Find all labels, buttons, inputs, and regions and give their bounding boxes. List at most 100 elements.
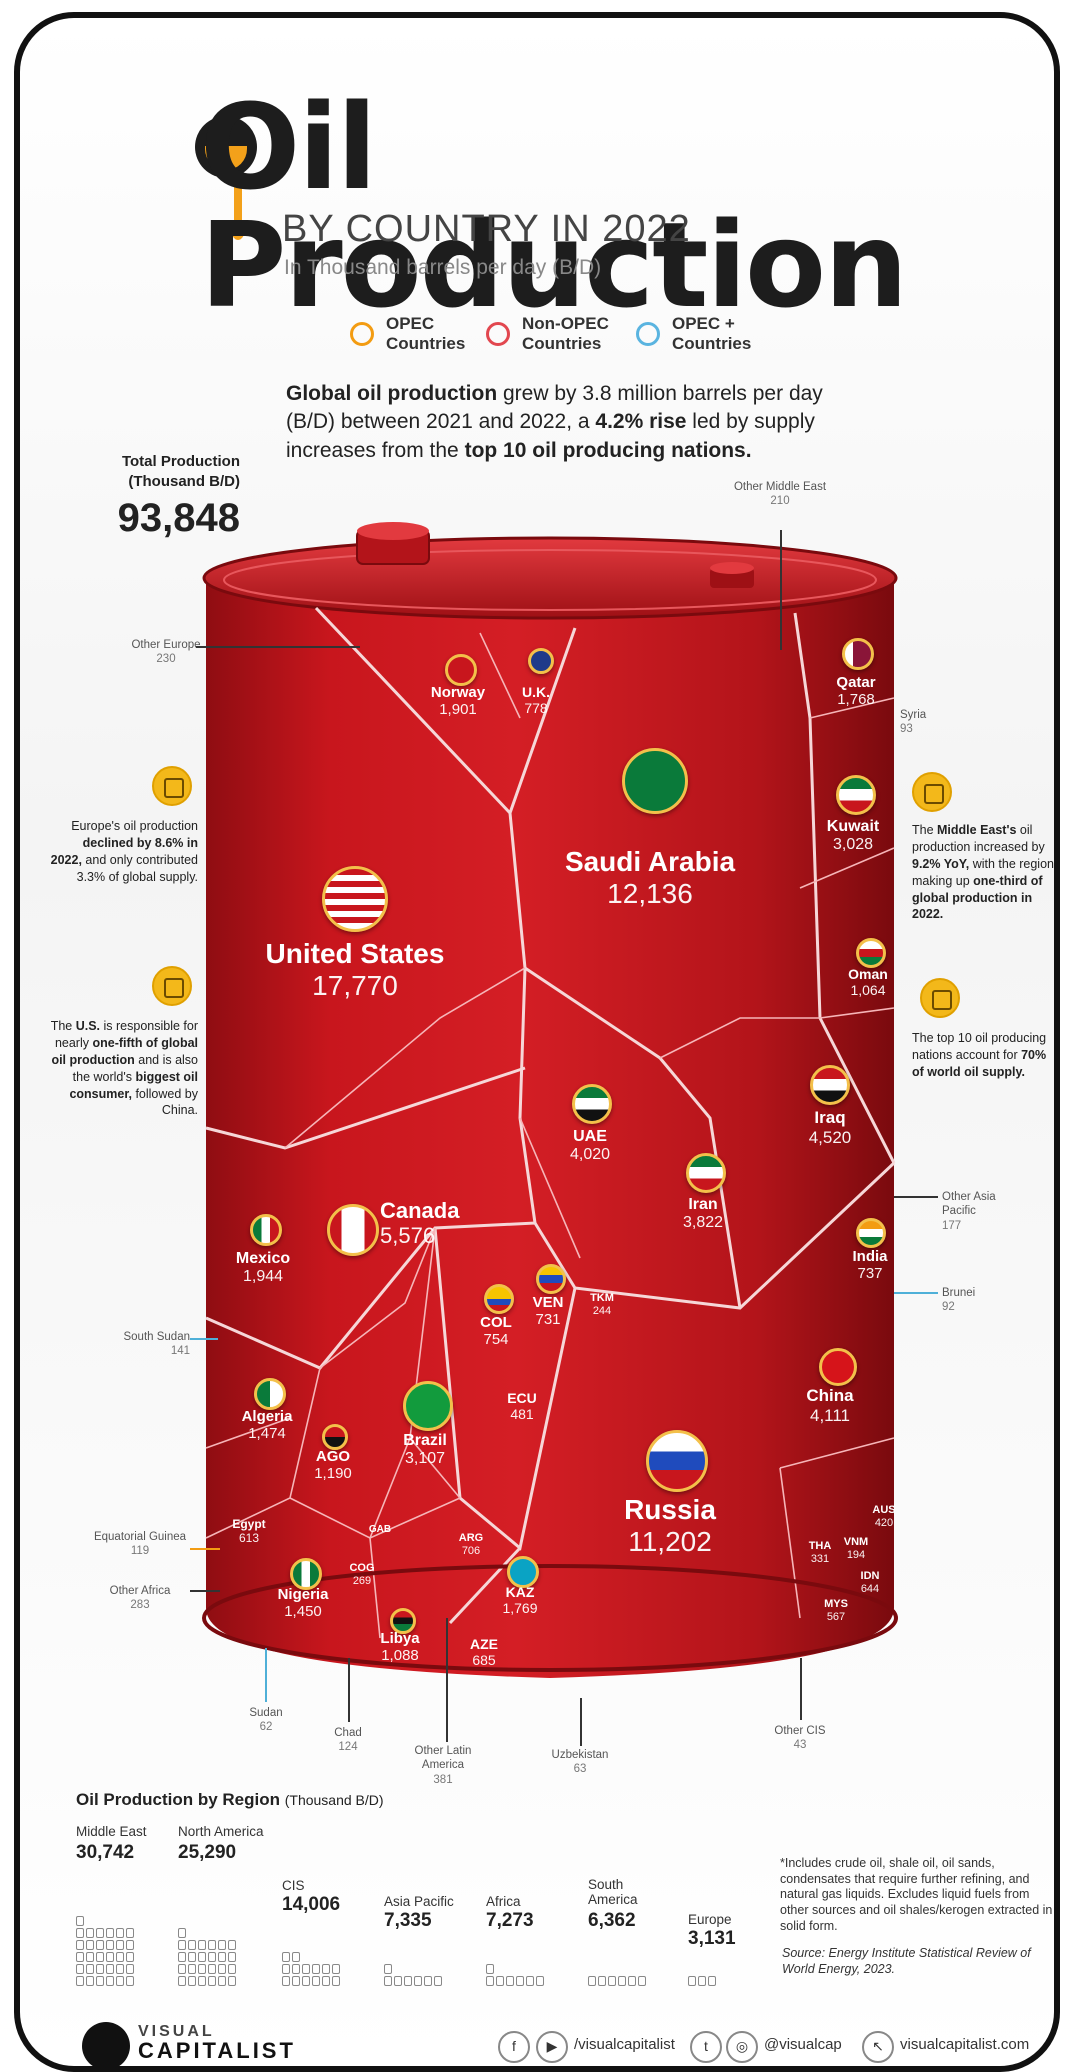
country-label-canada: Canada 5,576 [380, 1198, 460, 1249]
barrel-block [178, 1928, 186, 1938]
barrel-cap-top [357, 522, 429, 540]
opec-plus-ring-icon [636, 322, 660, 347]
canada-flag-icon [327, 1204, 379, 1256]
leader-line [446, 1618, 448, 1742]
barrel-block [208, 1952, 216, 1962]
country-label-iraq: Iraq 4,520 [808, 1108, 852, 1147]
barrel-block [228, 1964, 236, 1974]
youtube-icon[interactable]: ▶ [536, 2031, 568, 2063]
barrel-block [178, 1964, 186, 1974]
barrel-block [86, 1964, 94, 1974]
barrel-block [414, 1976, 422, 1986]
country-label-tkm: TKM 244 [590, 1292, 614, 1317]
minor-border [799, 847, 895, 889]
barrel-block [332, 1976, 340, 1986]
total-production-value: 93,848 [117, 496, 240, 540]
barrel-block [292, 1952, 300, 1962]
region-name-cis: CIS [282, 1878, 305, 1893]
label-syria: Syria 93 [900, 709, 927, 736]
oil-drop-icon [195, 116, 257, 178]
country-label-nigeria: Nigeria 1,450 [277, 1586, 329, 1621]
facebook-icon[interactable]: f [498, 2031, 530, 2063]
minor-border [369, 1437, 411, 1539]
leader-line [190, 1590, 220, 1592]
country-label-idn: IDN 644 [860, 1570, 880, 1595]
barrel-block [96, 1976, 104, 1986]
handle-visualcap[interactable]: @visualcap [764, 2036, 842, 2053]
handle-visualcapitalist[interactable]: /visualcapitalist [574, 2036, 675, 2053]
barrel-block [688, 1976, 696, 1986]
barrel-block [292, 1964, 300, 1974]
barrel-block [698, 1976, 706, 1986]
barrel-block [178, 1952, 186, 1962]
brand: VISUAL CAPITALIST [138, 2023, 296, 2063]
instagram-icon[interactable]: ◎ [726, 2031, 758, 2063]
country-label-egypt: Egypt 613 [232, 1517, 266, 1545]
algeria-flag-icon [254, 1378, 286, 1410]
barrel-block [178, 1940, 186, 1950]
leader-line [894, 1292, 938, 1294]
country-label-uk: U.K. 778 [522, 684, 550, 717]
region-name-europe: Europe [688, 1912, 732, 1927]
china-flag-icon [819, 1348, 857, 1386]
cursor-icon[interactable]: ↖ [862, 2031, 894, 2063]
oil-drip-icon [234, 186, 242, 226]
barrel-block [228, 1940, 236, 1950]
label-other-europe: Other Europe 230 [131, 639, 201, 666]
country-label-kaz: KAZ 1,769 [502, 1584, 538, 1617]
leader-line [190, 1548, 220, 1550]
minor-border [479, 632, 521, 719]
unit-note: In Thousand barrels per day (B/D) [284, 256, 602, 279]
barrel-block [292, 1976, 300, 1986]
barrel-block [126, 1964, 134, 1974]
barrel-block [198, 1964, 206, 1974]
annotation-us: The U.S. is responsible for nearly one-f… [50, 1019, 198, 1118]
border-europe-right [508, 627, 577, 814]
country-label-india: India 737 [852, 1248, 888, 1283]
label-chad: Chad 124 [334, 1727, 362, 1754]
libya-flag-icon [390, 1608, 416, 1634]
twitter-icon[interactable]: t [690, 2031, 722, 2063]
venezuela-flag-icon [536, 1264, 566, 1294]
barrel-block [116, 1928, 124, 1938]
barrel-block [116, 1940, 124, 1950]
barrel-block [384, 1976, 392, 1986]
pump-jack-icon [920, 978, 960, 1018]
country-label-uae: UAE 4,020 [569, 1128, 611, 1164]
leader-line [190, 1338, 218, 1340]
country-label-gab: GAB [368, 1524, 392, 1535]
border-saudi-east [793, 612, 896, 1164]
oman-flag-icon [856, 938, 886, 968]
label-uzbekistan: Uzbekistan 63 [551, 1749, 609, 1776]
barrel-block [302, 1976, 310, 1986]
label-other-latin-america: Other Latin America 381 [414, 1745, 472, 1786]
minor-border [319, 1227, 436, 1369]
barrel-block [198, 1976, 206, 1986]
barrel-block [86, 1940, 94, 1950]
barrel-block [384, 1964, 392, 1974]
barrel-block [218, 1976, 226, 1986]
barrel-block [434, 1976, 442, 1986]
country-label-vnm: VNM 194 [843, 1536, 869, 1561]
country-label-united-states: United States 17,770 [265, 938, 445, 1002]
country-label-qatar: Qatar 1,768 [836, 674, 876, 709]
norway-flag-icon [445, 654, 477, 686]
minor-border [779, 1467, 801, 1619]
barrel-block [208, 1940, 216, 1950]
total-production-label: Total Production (Thousand B/D) [121, 453, 240, 490]
oil-droplet-icon [231, 218, 245, 240]
barrel-block [218, 1964, 226, 1974]
country-label-saudi-arabia: Saudi Arabia 12,136 [564, 846, 736, 910]
barrel-block [126, 1952, 134, 1962]
barrel-block [322, 1976, 330, 1986]
infographic-frame: Oil Production BY COUNTRY IN 2022 In Tho… [14, 12, 1060, 2072]
site-link[interactable]: visualcapitalist.com [900, 2036, 1030, 2053]
barrel-body [206, 578, 894, 1678]
barrel-block [282, 1952, 290, 1962]
qatar-flag-icon [842, 638, 874, 670]
barrel-block [516, 1976, 524, 1986]
opec-ring-icon [350, 322, 374, 347]
region-value-north-america: 25,290 [178, 1842, 237, 1863]
country-label-china: China 4,111 [806, 1386, 854, 1425]
barrel-block [76, 1940, 84, 1950]
